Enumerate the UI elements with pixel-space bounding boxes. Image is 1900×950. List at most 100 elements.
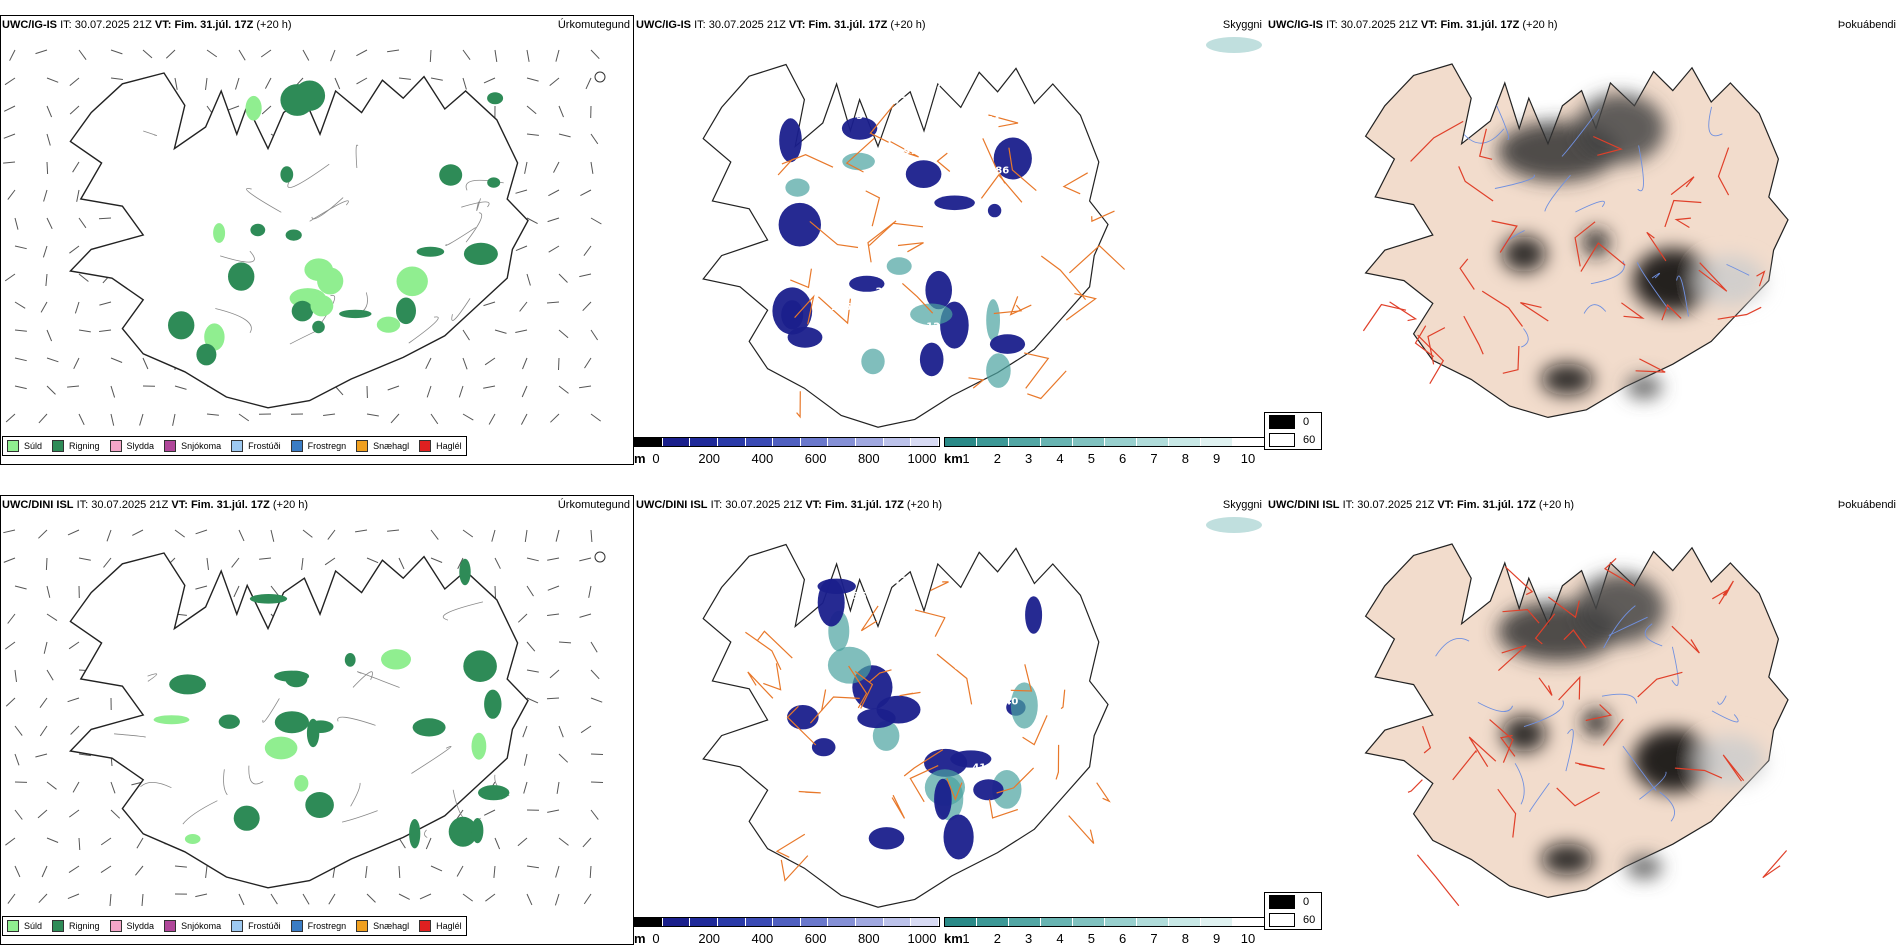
wind-barb [135, 865, 144, 876]
wind-barb [40, 301, 48, 313]
wind-barb [458, 385, 464, 398]
visibility-value-label: 127 [900, 626, 921, 637]
road-line [936, 152, 951, 172]
fog-index-area [1695, 735, 1766, 786]
wind-barb [589, 865, 592, 879]
road-line [223, 769, 228, 796]
road-line [1427, 327, 1446, 365]
road-line [1414, 325, 1435, 358]
panel-header: UWC/IG-IS IT: 30.07.2025 21Z VT: Fim. 31… [636, 19, 926, 31]
wind-barb [526, 217, 538, 225]
wind-barb [558, 105, 564, 118]
wind-barb [494, 837, 501, 850]
wind-barb [430, 557, 443, 563]
rain-area [305, 792, 334, 818]
wind-barb [302, 49, 310, 61]
low-visibility-area [876, 695, 921, 724]
wind-barb [521, 385, 528, 398]
wind-barb [14, 217, 19, 230]
river-line [1608, 616, 1648, 636]
wind-barb [430, 529, 439, 540]
road-line [1060, 689, 1066, 710]
wind-barb [35, 753, 48, 758]
visibility-value-label: 86 [995, 166, 1009, 177]
road-line [1022, 715, 1048, 746]
river-line [1676, 275, 1689, 317]
wind-barb [78, 273, 89, 282]
wind-barb [456, 865, 464, 877]
low-visibility-area [943, 814, 974, 860]
colorbar-step [945, 438, 977, 446]
drizzle-area [264, 736, 298, 760]
wind-barb [419, 893, 432, 900]
road-line [993, 304, 1023, 315]
rain-area [478, 785, 510, 801]
mist-area [872, 720, 900, 751]
colorbar-tick-label: 9 [1213, 931, 1221, 945]
wind-barb [110, 809, 121, 819]
visibility-value-label: 38 [802, 556, 816, 567]
low-visibility-area [1025, 596, 1043, 634]
wind-barb [231, 557, 240, 568]
legend-item: Haglél [419, 920, 462, 932]
wind-barb [590, 329, 599, 341]
wind-barb [141, 893, 144, 907]
elevation-colorbar: m 0 200 400 600 800 1000 [634, 437, 940, 465]
colorbar-tick-label: 10 [1240, 451, 1256, 465]
low-visibility-area [989, 334, 1026, 354]
precip-type-panel-2: UWC/DINI ISL IT: 30.07.2025 21Z VT: Fim.… [0, 495, 634, 945]
road-line [1637, 671, 1683, 698]
wind-barb [483, 385, 496, 389]
road-line [476, 198, 481, 211]
wind-barb [398, 837, 406, 849]
wind-barb [515, 245, 528, 252]
road-line [1556, 787, 1600, 807]
visibility-value-label: 35 [853, 591, 867, 602]
rain-area [249, 594, 288, 604]
station-marker [594, 71, 606, 83]
road-line [809, 220, 859, 249]
wind-barb [526, 865, 539, 869]
wind-barb [324, 557, 336, 566]
wind-barb [46, 329, 53, 342]
legend-label: Snjókoma [181, 921, 222, 931]
wind-barb [462, 413, 474, 421]
colorbar-step [945, 918, 977, 926]
wind-barb [558, 837, 569, 846]
fog-legend-row: 60 [1265, 911, 1321, 929]
visibility-value-label: 45 [816, 201, 830, 212]
road-line [140, 781, 172, 789]
road-line [869, 669, 892, 683]
road-line [357, 671, 400, 688]
colorbar-step [828, 918, 857, 926]
wind-barb [3, 529, 16, 534]
colorbar-tick-label: 3 [1025, 451, 1033, 465]
rain-area [250, 223, 266, 237]
road-line [1604, 557, 1635, 587]
rain-area [339, 309, 372, 319]
wind-barb [99, 329, 112, 332]
road-line [1574, 221, 1596, 267]
wind-barb [14, 753, 20, 766]
road-line [980, 174, 1023, 203]
fog-legend-row: 0 [1265, 413, 1321, 431]
road-line [1010, 664, 1033, 692]
wind-barb [72, 161, 80, 173]
road-line [1602, 718, 1624, 746]
road-line [1664, 199, 1702, 228]
legend-label: Frostregn [307, 441, 347, 451]
wind-barb [270, 529, 275, 542]
road-line [781, 154, 834, 168]
colorbar-unit: km [944, 931, 963, 945]
precip-map-2 [3, 529, 606, 907]
road-line [355, 144, 359, 169]
colorbar-step [635, 438, 663, 446]
colorbar-tick-label: 0 [652, 931, 660, 945]
wind-barb [590, 133, 599, 145]
road-line [1489, 719, 1514, 763]
colorbar-tick-label: 2 [993, 451, 1001, 465]
road-line [1698, 262, 1728, 292]
wind-barb [205, 865, 208, 878]
legend-label: Snæhagl [373, 441, 410, 451]
legend-label: Rigning [69, 921, 100, 931]
